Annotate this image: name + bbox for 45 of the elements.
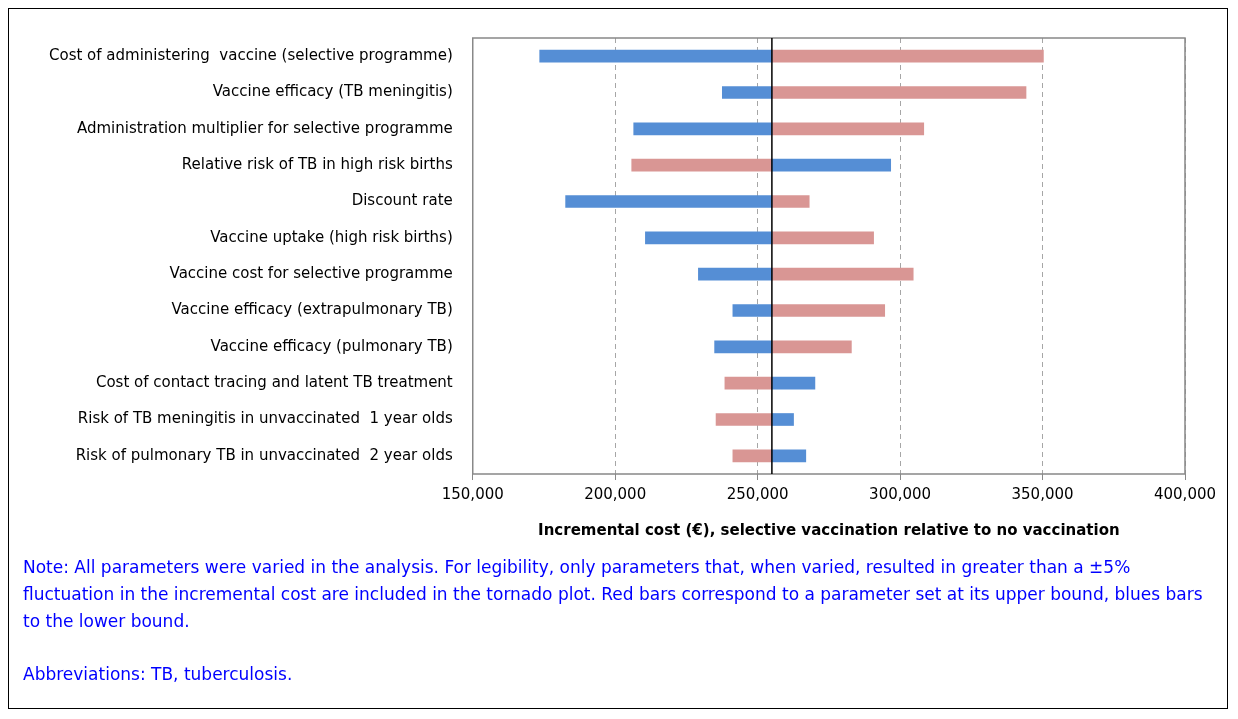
y-tick-label: Risk of TB meningitis in unvaccinated 1 year olds bbox=[77, 409, 453, 428]
x-tick-label: 300,000 bbox=[869, 484, 932, 503]
x-tick-label: 250,000 bbox=[726, 484, 789, 503]
bar bbox=[771, 449, 807, 463]
x-tick-label: 350,000 bbox=[1011, 484, 1074, 503]
bar bbox=[771, 267, 914, 281]
y-tick-label: Vaccine efficacy (extrapulmonary TB) bbox=[171, 300, 453, 319]
x-tick-label: 200,000 bbox=[584, 484, 647, 503]
bar bbox=[633, 122, 773, 136]
bar bbox=[724, 376, 773, 390]
bar bbox=[645, 231, 773, 245]
bar bbox=[715, 413, 773, 426]
bar bbox=[771, 49, 1044, 63]
bar bbox=[732, 304, 773, 317]
bar bbox=[714, 340, 773, 354]
y-tick-label: Cost of contact tracing and latent TB treatment bbox=[95, 373, 453, 392]
text: Note: All parameters were varied in the analysis. For legibility, only parameters that, when varied, resulted in greater than a ±5% fluctuation in the incremental cost are included in the tornado plot. Red bars correspond to a parameter set at its upper bound, blues bars to the lower bound. bbox=[23, 556, 1204, 633]
bar bbox=[771, 340, 852, 354]
bar bbox=[771, 304, 886, 317]
y-tick-label: Administration multiplier for selective programme bbox=[76, 118, 453, 137]
bar bbox=[771, 158, 892, 172]
y-tick-label: Vaccine efficacy (pulmonary TB) bbox=[210, 336, 453, 355]
y-tick-label: Vaccine cost for selective programme bbox=[169, 264, 453, 283]
bar bbox=[771, 231, 874, 245]
text: Abbreviations: TB, tuberculosis. bbox=[23, 663, 294, 686]
bar bbox=[721, 86, 773, 99]
bar bbox=[771, 122, 925, 136]
bar bbox=[771, 376, 816, 390]
x-tick-label: 400,000 bbox=[1153, 484, 1217, 503]
bar bbox=[565, 195, 773, 208]
x-axis-title: Incremental cost (€), selective vaccination relative to no vaccination bbox=[538, 520, 1120, 539]
bar bbox=[771, 413, 794, 426]
y-tick-label: Cost of administering vaccine (selective programme) bbox=[49, 46, 453, 65]
y-tick-label: Relative risk of TB in high risk births bbox=[181, 155, 453, 174]
bar bbox=[771, 195, 810, 208]
bar bbox=[771, 86, 1027, 99]
bar bbox=[539, 49, 773, 63]
x-tick-label: 150,000 bbox=[441, 484, 504, 503]
y-tick-label: Risk of pulmonary TB in unvaccinated 2 year olds bbox=[75, 445, 453, 464]
y-tick-label: Vaccine uptake (high risk births) bbox=[210, 227, 453, 246]
bar bbox=[732, 449, 773, 463]
bar bbox=[631, 158, 773, 172]
y-tick-label: Vaccine efficacy (TB meningitis) bbox=[212, 82, 453, 101]
y-tick-label: Discount rate bbox=[351, 191, 453, 210]
bar bbox=[698, 267, 773, 281]
